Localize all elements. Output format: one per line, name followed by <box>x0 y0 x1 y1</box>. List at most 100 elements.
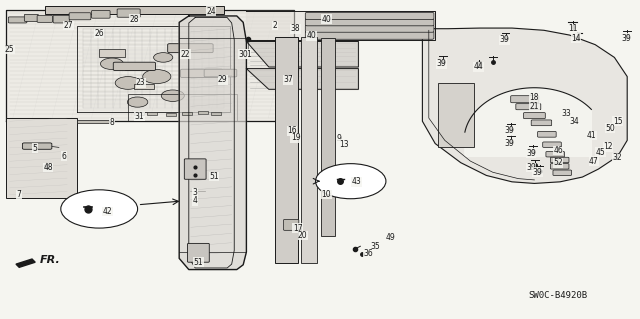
FancyBboxPatch shape <box>538 131 556 137</box>
Text: 1: 1 <box>246 50 251 59</box>
Text: 10: 10 <box>321 190 332 199</box>
Bar <box>211 112 221 115</box>
Bar <box>134 84 154 89</box>
Text: 4: 4 <box>193 197 198 205</box>
Circle shape <box>154 53 173 62</box>
Text: 46: 46 <box>553 146 563 155</box>
Circle shape <box>143 70 171 84</box>
Text: 18: 18 <box>530 93 539 102</box>
FancyBboxPatch shape <box>117 9 140 17</box>
FancyBboxPatch shape <box>180 69 223 78</box>
Circle shape <box>100 58 124 70</box>
Text: 20: 20 <box>298 231 308 240</box>
Polygon shape <box>6 10 294 121</box>
Polygon shape <box>179 16 246 270</box>
FancyBboxPatch shape <box>550 164 569 169</box>
Text: 23: 23 <box>136 78 146 87</box>
Text: 48: 48 <box>43 163 53 172</box>
Text: 2: 2 <box>273 21 278 30</box>
FancyBboxPatch shape <box>8 17 27 23</box>
Polygon shape <box>16 259 35 267</box>
Polygon shape <box>246 69 358 89</box>
FancyBboxPatch shape <box>305 32 434 39</box>
Circle shape <box>161 90 184 101</box>
Bar <box>301 37 317 263</box>
Text: 39: 39 <box>436 59 447 68</box>
Text: 38: 38 <box>291 24 301 33</box>
FancyBboxPatch shape <box>69 13 91 20</box>
Text: 9: 9 <box>337 134 342 143</box>
FancyBboxPatch shape <box>53 15 70 23</box>
FancyBboxPatch shape <box>24 14 38 21</box>
FancyBboxPatch shape <box>8 188 24 192</box>
Bar <box>166 113 176 116</box>
Bar <box>6 118 77 198</box>
Bar <box>77 120 109 123</box>
Text: 26: 26 <box>94 29 104 38</box>
Text: 29: 29 <box>218 75 228 84</box>
Bar <box>134 112 144 115</box>
Text: 39: 39 <box>621 34 631 43</box>
Text: 35: 35 <box>371 242 381 251</box>
Text: 13: 13 <box>339 140 349 149</box>
Text: 11: 11 <box>568 24 577 33</box>
Text: 27: 27 <box>63 21 74 30</box>
Bar <box>182 112 192 115</box>
Text: 6: 6 <box>61 152 67 161</box>
Text: 16: 16 <box>287 126 297 135</box>
FancyBboxPatch shape <box>168 44 213 53</box>
Text: 41: 41 <box>586 131 596 140</box>
Text: 28: 28 <box>130 15 139 24</box>
Text: 37: 37 <box>283 75 293 84</box>
FancyBboxPatch shape <box>553 170 572 175</box>
Polygon shape <box>465 88 591 156</box>
FancyBboxPatch shape <box>113 62 156 70</box>
Text: 40: 40 <box>307 31 317 40</box>
FancyBboxPatch shape <box>92 11 110 18</box>
Text: 3: 3 <box>193 189 198 197</box>
Polygon shape <box>246 41 358 67</box>
Text: 40: 40 <box>321 15 332 24</box>
Bar <box>99 49 125 57</box>
FancyBboxPatch shape <box>524 113 545 119</box>
Text: 8: 8 <box>109 118 115 127</box>
Text: 43: 43 <box>351 177 362 186</box>
Text: 7: 7 <box>17 190 22 199</box>
Text: 22: 22 <box>181 50 190 59</box>
Text: 47: 47 <box>589 157 599 166</box>
Text: 32: 32 <box>612 153 623 162</box>
Text: 19: 19 <box>291 133 301 142</box>
FancyBboxPatch shape <box>305 19 434 26</box>
FancyBboxPatch shape <box>37 15 52 22</box>
Bar <box>198 111 208 114</box>
Text: 5: 5 <box>33 144 38 153</box>
Circle shape <box>127 97 148 107</box>
FancyBboxPatch shape <box>188 243 209 262</box>
Text: 39: 39 <box>499 35 509 44</box>
FancyBboxPatch shape <box>550 157 569 163</box>
Text: 21: 21 <box>530 102 539 111</box>
Polygon shape <box>422 28 627 183</box>
Text: 39: 39 <box>504 126 514 135</box>
Text: 49: 49 <box>385 233 396 242</box>
Text: 51: 51 <box>209 172 219 181</box>
Text: SW0C-B4920B: SW0C-B4920B <box>528 291 587 300</box>
FancyBboxPatch shape <box>305 12 434 19</box>
Text: 31: 31 <box>134 112 145 121</box>
Text: 44: 44 <box>474 63 484 71</box>
Text: 24: 24 <box>206 7 216 16</box>
Text: 15: 15 <box>612 117 623 126</box>
Text: 42: 42 <box>102 207 113 216</box>
Text: 39: 39 <box>532 168 543 177</box>
Text: 25: 25 <box>4 45 15 54</box>
FancyBboxPatch shape <box>204 69 237 77</box>
FancyBboxPatch shape <box>22 143 52 149</box>
Text: 50: 50 <box>605 124 615 133</box>
Bar <box>438 83 474 147</box>
Text: 12: 12 <box>604 142 612 151</box>
Bar <box>128 94 237 121</box>
Polygon shape <box>246 11 435 40</box>
Text: 39: 39 <box>504 139 514 148</box>
Bar <box>125 63 144 70</box>
FancyBboxPatch shape <box>531 120 552 126</box>
